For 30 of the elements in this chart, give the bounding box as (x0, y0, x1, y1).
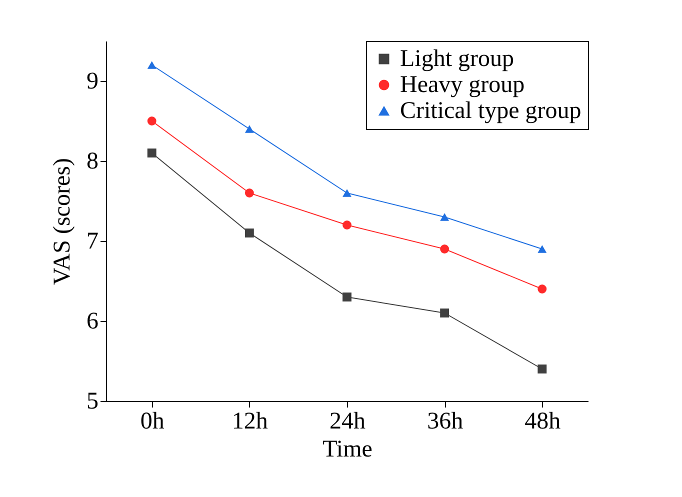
y-tick-label: 9 (86, 68, 98, 94)
x-tick-label: 12h (232, 408, 268, 434)
x-tick-label: 0h (140, 408, 164, 434)
y-axis-title: VAS (scores) (50, 158, 76, 285)
legend-label: Critical type group (400, 98, 582, 124)
point (244, 125, 254, 133)
y-tick-label: 7 (86, 228, 98, 254)
point (440, 244, 450, 254)
point (440, 308, 450, 318)
x-tick-label: 24h (330, 408, 366, 434)
point (244, 228, 254, 238)
y-tick-label: 5 (86, 388, 98, 414)
y-tick-label: 6 (86, 308, 98, 334)
point (147, 148, 156, 158)
point (147, 116, 156, 126)
point (538, 364, 547, 374)
legend-label: Light group (400, 46, 514, 72)
point (538, 245, 547, 253)
x-tick-label: 36h (427, 408, 464, 434)
point (342, 220, 352, 230)
point (147, 61, 156, 69)
point (342, 189, 352, 197)
y-tick-label: 8 (86, 148, 98, 174)
point (440, 213, 450, 221)
point (342, 292, 352, 302)
legend-label: Heavy group (400, 72, 525, 98)
point (538, 284, 547, 294)
x-tick-label: 48h (524, 408, 561, 434)
point (244, 188, 254, 198)
x-axis-title: Time (322, 436, 372, 462)
